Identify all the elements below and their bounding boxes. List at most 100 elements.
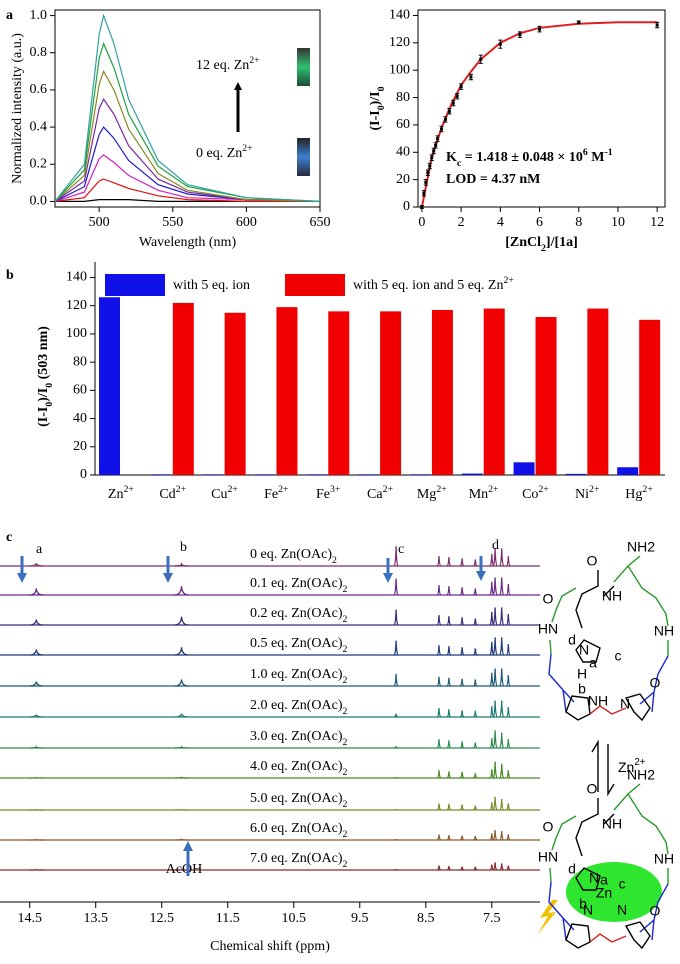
atom-label: a [600,872,608,888]
trace-label: 1.0 eq. Zn(OAc)2 [250,667,348,686]
plot-frame [54,9,321,208]
nmr-peak [473,773,478,779]
nmr-peak [506,865,511,871]
x-tick-label: 12 [650,215,664,230]
atom-label: c [615,648,622,664]
y-tick-label: 0.8 [30,45,48,60]
nmr-peak [174,745,189,749]
text-part: 0 eq. Zn [196,146,242,161]
y-tick-label: 0 [403,199,410,214]
supscript: 2+ [538,484,549,495]
nmr-peak [174,679,189,687]
nmr-peak [489,553,495,567]
data-point [422,191,426,195]
atom-label: NH [602,588,622,604]
vial-icon [297,138,310,176]
subscript: 0 [44,383,55,388]
atom-label: NH2 [627,767,655,783]
y-tick-label: 80 [396,90,410,105]
x-tick-label: 9.5 [351,911,369,926]
bar [431,309,453,475]
bar [358,474,380,475]
data-point [440,127,444,131]
atom-label: N [617,902,627,918]
text-part: (I-I [36,407,51,427]
x-tick-label: Zn2+ [108,484,134,502]
nmr-peak [489,641,495,656]
data-point [420,205,424,209]
trace-label: 4.0 eq. Zn(OAc)2 [250,759,348,778]
nmr-peak [174,647,189,656]
subscript: 2 [541,243,546,254]
x-tick-label: 8.5 [417,911,435,926]
nmr-peak [174,838,189,841]
trace-label: 6.0 eq. Zn(OAc)2 [250,821,348,840]
nmr-peak [446,557,452,567]
nmr-peak [506,803,511,811]
nmr-peak [506,556,511,567]
nmr-peak [446,803,452,811]
zn-glow [566,862,662,922]
subscript: 2 [343,829,348,840]
nmr-peak [492,761,498,779]
nmr-peak [489,802,495,811]
nmr-peak [174,586,189,596]
nmr-peak [499,668,505,687]
nmr-peak [436,645,442,656]
nmr-peak [506,834,511,841]
data-point [451,101,455,105]
annotation: b [180,540,187,555]
nmr-peak [393,578,399,596]
nmr-peak [499,700,505,718]
nmr-peak [499,577,505,596]
bar [565,473,587,475]
y-tick-label: 0.6 [30,82,48,97]
nmr-peak [492,830,498,841]
atom-label: N [583,902,593,918]
spectrum-line [54,41,321,202]
text-part: Co [522,487,538,502]
nmr-peak [446,616,452,626]
x-tick-label: Cu2+ [211,484,238,502]
spectrum-line [54,154,321,202]
atom-label: N [579,642,589,658]
supscript: 2+ [242,143,253,154]
x-tick-label: 4 [497,215,504,230]
spectrum-line [54,178,320,202]
nmr-peak [436,865,442,871]
atom-label: N [589,870,599,886]
nmr-peak [436,708,442,718]
bond [549,783,669,884]
atom-label: HN [538,621,558,637]
nmr-peak [499,798,504,811]
bar [380,311,402,475]
y-axis-label: (I-I0)/I0 [368,86,387,130]
annotation: c [398,542,404,557]
nmr-peak [459,647,465,656]
text-part: )/I [368,91,383,105]
nmr-peak [29,681,44,687]
nmr-peak [436,676,442,687]
subscript: 0 [44,402,55,407]
text-part: with 5 eq. ion and 5 eq. Zn [353,278,503,293]
atom-label: O [543,819,554,835]
nmr-peak [473,866,478,871]
nmr-peak [393,713,399,718]
data-point [432,149,436,153]
nmr-peak [489,769,495,779]
lightning-icon [538,900,558,934]
data-point [577,20,581,24]
nmr-peak [446,677,452,687]
text-part: Fe [264,487,278,502]
bar [617,467,639,475]
legend-swatch [285,274,345,296]
nmr-peak [436,834,442,841]
y-tick-label: 0.0 [30,194,48,209]
text-part: 1.0 eq. Zn(OAc) [250,667,343,682]
nmr-peak [436,615,442,626]
y-tick-label: 140 [66,270,87,285]
x-tick-label: Ca2+ [367,484,393,502]
nmr-peak [446,646,452,656]
x-tick-label: 10 [611,215,625,230]
bar [254,474,276,475]
